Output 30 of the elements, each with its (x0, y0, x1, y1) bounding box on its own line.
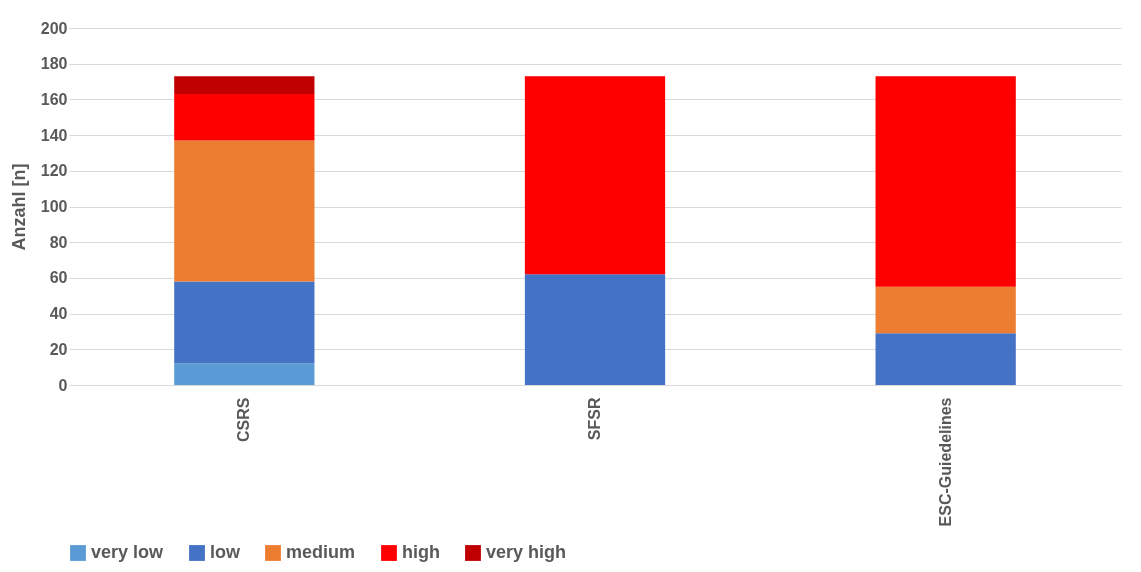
x-tick-label: SFSR (586, 397, 603, 441)
bar (174, 281, 315, 364)
y-tick-label: 80 (49, 233, 68, 251)
legend-label: low (210, 542, 241, 562)
y-tick-label: 180 (40, 55, 68, 73)
bar (875, 333, 1016, 385)
x-tick-label: ESC-Guiedelines (936, 397, 954, 527)
y-axis-title: Anzahl [n] (8, 163, 29, 251)
bar (875, 286, 1016, 334)
legend-label: very high (486, 542, 567, 562)
y-tick-label: 200 (40, 19, 68, 37)
bar (524, 274, 666, 385)
bar (174, 76, 315, 95)
legend-label: very low (91, 542, 165, 562)
bar (174, 363, 315, 385)
y-tick-label: 40 (49, 305, 68, 323)
bar (875, 76, 1016, 287)
y-tick-label: 140 (40, 126, 68, 144)
x-tick-label: CSRS (235, 397, 253, 442)
y-tick-label: 120 (40, 162, 68, 180)
y-tick-label: 160 (40, 90, 68, 108)
legend-label: high (402, 542, 440, 562)
bar (174, 94, 315, 141)
y-tick-label: 0 (58, 376, 68, 394)
y-tick-label: 60 (49, 269, 68, 287)
bar (524, 76, 666, 275)
y-tick-label: 100 (40, 198, 68, 215)
legend-label: medium (286, 542, 356, 562)
bar (174, 140, 315, 282)
y-tick-label: 20 (49, 340, 68, 358)
